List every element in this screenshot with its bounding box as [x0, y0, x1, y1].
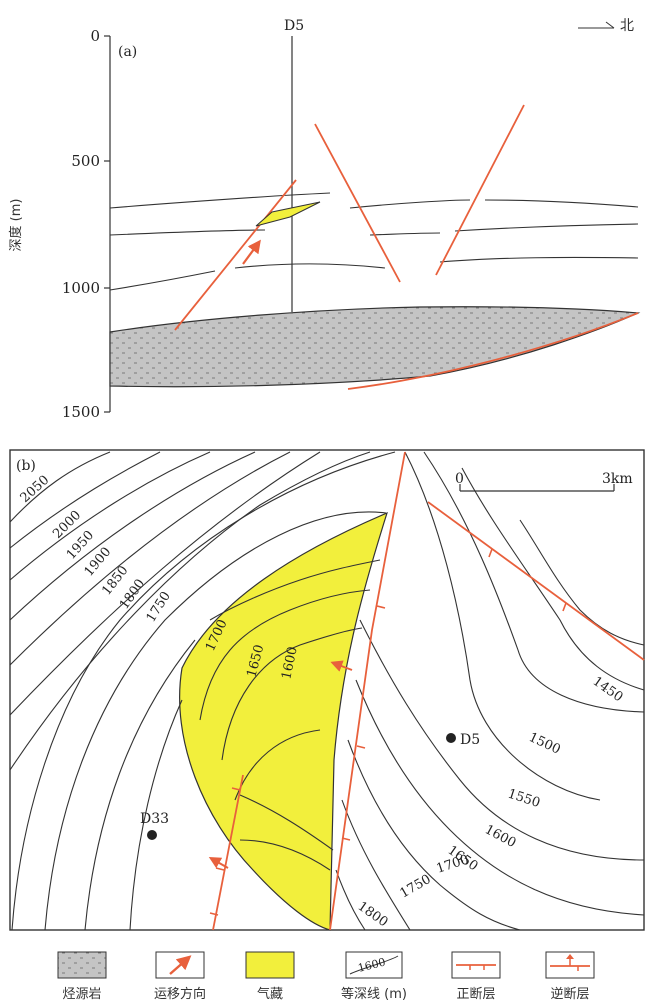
- contour-line: [9, 451, 111, 523]
- legend-migration-label: 运移方向: [154, 986, 206, 1002]
- contour-label: 1600: [279, 645, 301, 680]
- depth-tick-500: 500: [71, 152, 100, 170]
- legend-reverse-fault-label: 逆断层: [550, 986, 589, 1002]
- depth-tick-1500: 1500: [62, 403, 100, 421]
- fault-northeast: [427, 501, 645, 661]
- source-rock-body: [109, 306, 641, 388]
- contour-label: 2050: [18, 473, 53, 506]
- migration-arrow-b-2: [208, 857, 229, 869]
- gas-pocket-a: [255, 201, 321, 227]
- scale-zero: 0: [455, 471, 464, 487]
- contour-label: 1500: [526, 730, 562, 758]
- horizon-upper: [109, 192, 331, 209]
- contour-label: 1800: [355, 899, 391, 930]
- legend-source-rock-swatch: [57, 951, 107, 979]
- depth-tick-0: 0: [90, 27, 100, 45]
- panel-b: (b): [9, 449, 645, 931]
- contour-label: 1550: [506, 787, 542, 811]
- panel-a: 0 500 1000 1500 深度 (m) (a) 北 D5: [8, 18, 641, 421]
- well-d5-label: D5: [284, 18, 304, 34]
- horizon-lower: [109, 270, 216, 291]
- horizon-middle: [109, 229, 266, 236]
- migration-arrow-b-1: [330, 660, 353, 672]
- contour-label: 1750: [144, 589, 174, 625]
- legend-contour-label: 等深线 (m): [341, 986, 407, 1002]
- north-label: 北: [620, 18, 634, 34]
- legend-gas-swatch: [245, 951, 295, 979]
- legend-migration-arrow: [169, 955, 192, 975]
- fault-a-right: [435, 104, 525, 276]
- well-d33-label: D33: [140, 811, 169, 827]
- fault-a-middle: [314, 123, 401, 283]
- depth-axis-label: 深度 (m): [8, 199, 24, 252]
- legend-gas-label: 气藏: [257, 986, 283, 1002]
- depth-tick-1000: 1000: [62, 279, 100, 297]
- panel-a-label: (a): [118, 44, 137, 60]
- legend: 烃源岩 运移方向 气藏 1600 等深线 (m) 正断层 逆断层: [57, 951, 595, 1002]
- scale-end: 3km: [602, 471, 633, 487]
- legend-source-rock-label: 烃源岩: [62, 987, 101, 1002]
- fault-reverse-west: [212, 774, 244, 931]
- contour-label: 1750: [398, 872, 434, 902]
- well-d33: [147, 830, 157, 840]
- migration-arrow-a: [242, 239, 261, 265]
- gas-reservoir: [179, 511, 388, 931]
- fault-main-west: [329, 451, 406, 931]
- fault-a-left: [174, 179, 297, 331]
- legend-normal-fault-label: 正断层: [456, 987, 495, 1002]
- well-d5: [446, 733, 456, 743]
- panel-b-label: (b): [16, 458, 36, 474]
- contour-label: 1450: [590, 674, 626, 705]
- fault-a-base: [347, 312, 639, 390]
- contour-label: 1700: [435, 852, 471, 876]
- well-d5-map-label: D5: [460, 732, 480, 748]
